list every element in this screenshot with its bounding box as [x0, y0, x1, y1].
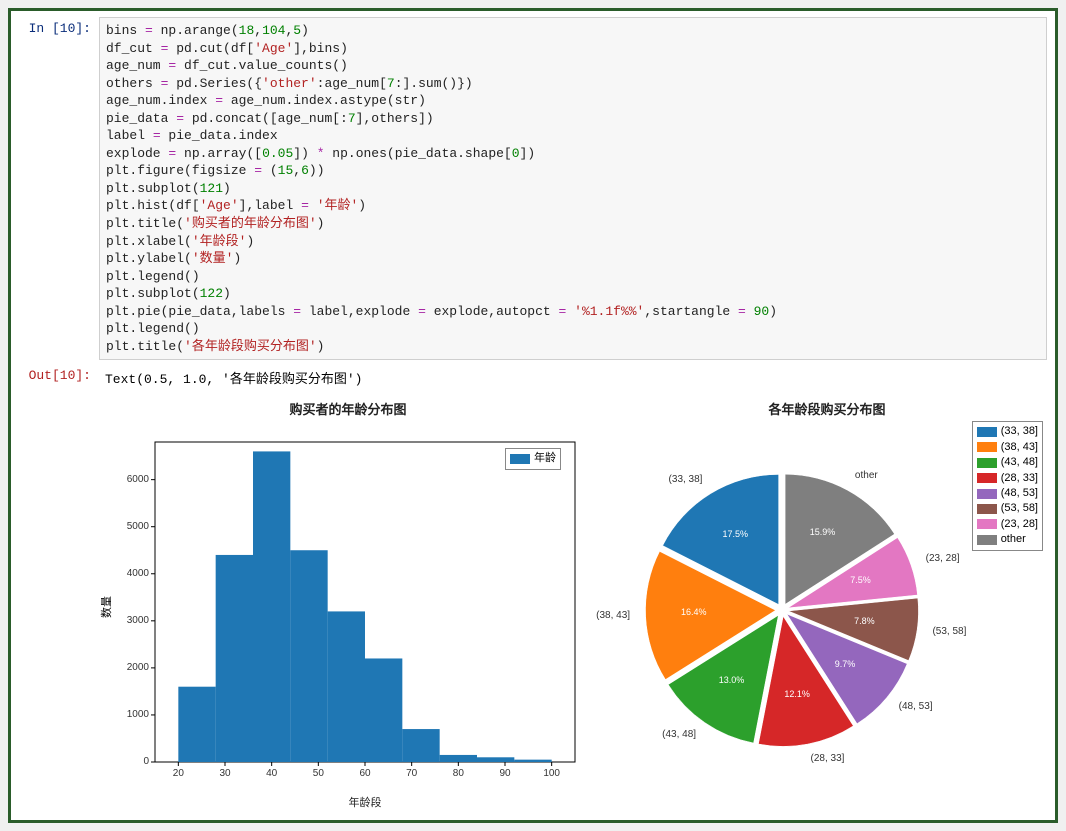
- histogram-legend: 年龄: [505, 448, 561, 469]
- legend-swatch: [977, 489, 997, 499]
- legend-swatch: [977, 458, 997, 468]
- legend-label: (33, 38]: [1001, 424, 1038, 439]
- legend-swatch: [977, 519, 997, 529]
- legend-label: 年龄: [534, 451, 556, 466]
- in-prompt: In [10]:: [19, 17, 99, 36]
- legend-swatch: [510, 454, 530, 464]
- notebook-frame: In [10]: bins = np.arange(18,104,5) df_c…: [8, 8, 1058, 823]
- legend-label: (43, 48]: [1001, 455, 1038, 470]
- legend-label: (48, 53]: [1001, 486, 1038, 501]
- legend-label: (28, 33]: [1001, 471, 1038, 486]
- out-prompt: Out[10]:: [19, 364, 99, 383]
- legend-label: (38, 43]: [1001, 440, 1038, 455]
- histogram-ylabel: 数量: [98, 596, 114, 618]
- histogram-title: 购买者的年龄分布图: [99, 399, 597, 418]
- legend-label: (53, 58]: [1001, 501, 1038, 516]
- legend-swatch: [977, 473, 997, 483]
- pie-subplot: 各年龄段购买分布图 17.5%(33, 38]16.4%(38, 43]13.0…: [607, 399, 1047, 810]
- code-input[interactable]: bins = np.arange(18,104,5) df_cut = pd.c…: [99, 17, 1047, 360]
- output-text: Text(0.5, 1.0, '各年龄段购买分布图'): [99, 364, 1047, 391]
- histogram-svg: [99, 420, 587, 794]
- pie-legend-item: other: [977, 532, 1038, 547]
- figure-output: 购买者的年龄分布图 数量 0100020003000400050006000 2…: [19, 395, 1047, 814]
- pie-legend-item: (23, 28]: [977, 517, 1038, 532]
- pie-legend: (33, 38](38, 43](43, 48](28, 33](48, 53]…: [972, 421, 1043, 550]
- notebook: In [10]: bins = np.arange(18,104,5) df_c…: [11, 11, 1055, 820]
- legend-label: other: [1001, 532, 1026, 547]
- output-cell: Out[10]: Text(0.5, 1.0, '各年龄段购买分布图'): [19, 364, 1047, 391]
- pie-legend-item: (53, 58]: [977, 501, 1038, 516]
- pie-legend-item: (33, 38]: [977, 424, 1038, 439]
- pie-legend-item: (48, 53]: [977, 486, 1038, 501]
- input-cell: In [10]: bins = np.arange(18,104,5) df_c…: [19, 17, 1047, 360]
- legend-swatch: [977, 535, 997, 545]
- legend-label: (23, 28]: [1001, 517, 1038, 532]
- pie-title: 各年龄段购买分布图: [607, 399, 1047, 418]
- histogram-xlabel: 年龄段: [155, 794, 575, 810]
- pie-legend-item: (28, 33]: [977, 471, 1038, 486]
- legend-swatch: [977, 427, 997, 437]
- histogram-subplot: 购买者的年龄分布图 数量 0100020003000400050006000 2…: [99, 399, 597, 810]
- pie-legend-item: (43, 48]: [977, 455, 1038, 470]
- legend-swatch: [977, 442, 997, 452]
- watermark: 知乎 @何钧荣: [930, 778, 1031, 802]
- legend-swatch: [977, 504, 997, 514]
- pie-legend-item: (38, 43]: [977, 440, 1038, 455]
